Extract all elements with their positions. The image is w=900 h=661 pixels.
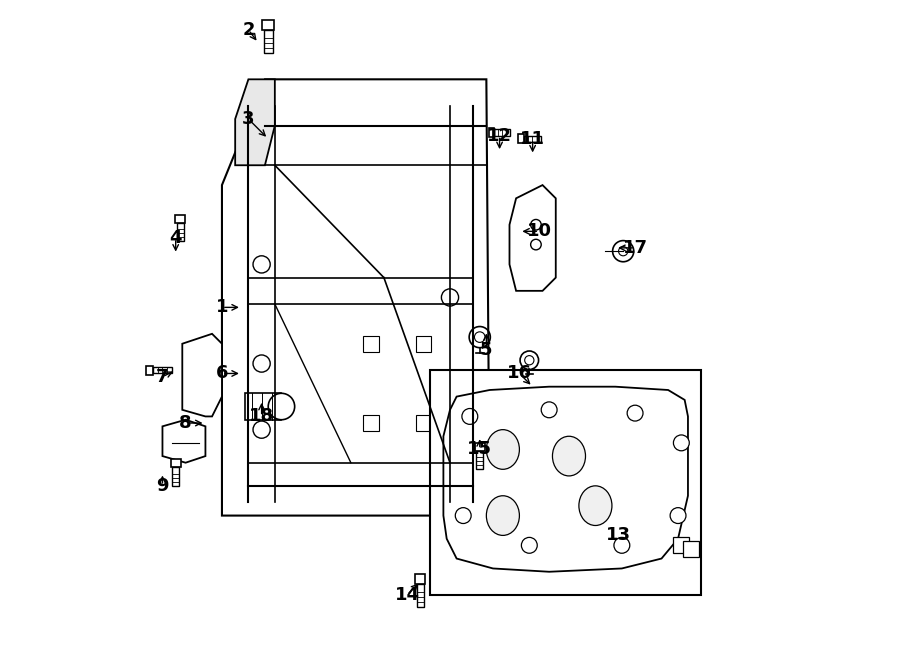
Polygon shape xyxy=(509,185,556,291)
Polygon shape xyxy=(235,79,274,165)
Polygon shape xyxy=(494,129,510,136)
Circle shape xyxy=(531,239,541,250)
Polygon shape xyxy=(430,370,701,595)
Text: 4: 4 xyxy=(169,229,182,247)
Circle shape xyxy=(441,441,459,458)
Polygon shape xyxy=(416,415,431,431)
Ellipse shape xyxy=(579,486,612,525)
Circle shape xyxy=(627,405,643,421)
Polygon shape xyxy=(444,387,688,572)
Text: 2: 2 xyxy=(242,20,255,39)
Circle shape xyxy=(253,355,270,372)
Polygon shape xyxy=(171,459,181,467)
Text: 7: 7 xyxy=(157,368,168,386)
Circle shape xyxy=(441,388,459,405)
Polygon shape xyxy=(363,415,379,431)
Text: 9: 9 xyxy=(157,477,168,495)
Circle shape xyxy=(670,508,686,524)
Polygon shape xyxy=(153,367,173,373)
Text: 13: 13 xyxy=(606,526,631,545)
Text: 3: 3 xyxy=(242,110,255,128)
Text: 8: 8 xyxy=(179,414,192,432)
Text: 1: 1 xyxy=(216,298,229,317)
Text: 12: 12 xyxy=(487,126,512,145)
Circle shape xyxy=(618,247,628,256)
Circle shape xyxy=(613,241,634,262)
Text: 17: 17 xyxy=(623,239,648,257)
Text: 5: 5 xyxy=(480,341,492,360)
Polygon shape xyxy=(163,420,205,463)
Circle shape xyxy=(462,408,478,424)
Text: 10: 10 xyxy=(526,222,552,241)
Polygon shape xyxy=(474,443,485,451)
Polygon shape xyxy=(262,20,274,30)
Circle shape xyxy=(521,537,537,553)
Polygon shape xyxy=(183,334,222,416)
Circle shape xyxy=(268,393,294,420)
Polygon shape xyxy=(264,30,273,53)
Ellipse shape xyxy=(486,496,519,535)
Polygon shape xyxy=(146,366,153,375)
Text: 11: 11 xyxy=(520,130,545,148)
Polygon shape xyxy=(417,584,424,607)
Circle shape xyxy=(673,435,689,451)
Polygon shape xyxy=(683,541,699,557)
Polygon shape xyxy=(172,467,179,486)
Text: 6: 6 xyxy=(216,364,229,383)
Polygon shape xyxy=(673,537,689,553)
Circle shape xyxy=(614,537,630,553)
Polygon shape xyxy=(415,574,426,584)
Polygon shape xyxy=(518,134,524,143)
Circle shape xyxy=(541,402,557,418)
Text: 18: 18 xyxy=(249,407,274,426)
Circle shape xyxy=(455,508,472,524)
Polygon shape xyxy=(476,451,483,469)
Ellipse shape xyxy=(553,436,586,476)
Polygon shape xyxy=(489,128,494,137)
Circle shape xyxy=(253,256,270,273)
Polygon shape xyxy=(245,393,282,420)
Polygon shape xyxy=(222,79,490,516)
Text: 14: 14 xyxy=(394,586,419,604)
Circle shape xyxy=(441,289,459,306)
Ellipse shape xyxy=(486,430,519,469)
Polygon shape xyxy=(176,215,185,223)
Circle shape xyxy=(531,219,541,230)
Polygon shape xyxy=(363,336,379,352)
Text: 16: 16 xyxy=(507,364,532,383)
Polygon shape xyxy=(524,136,541,142)
Circle shape xyxy=(253,421,270,438)
Polygon shape xyxy=(176,223,184,241)
Text: 15: 15 xyxy=(467,440,492,459)
Polygon shape xyxy=(416,336,431,352)
